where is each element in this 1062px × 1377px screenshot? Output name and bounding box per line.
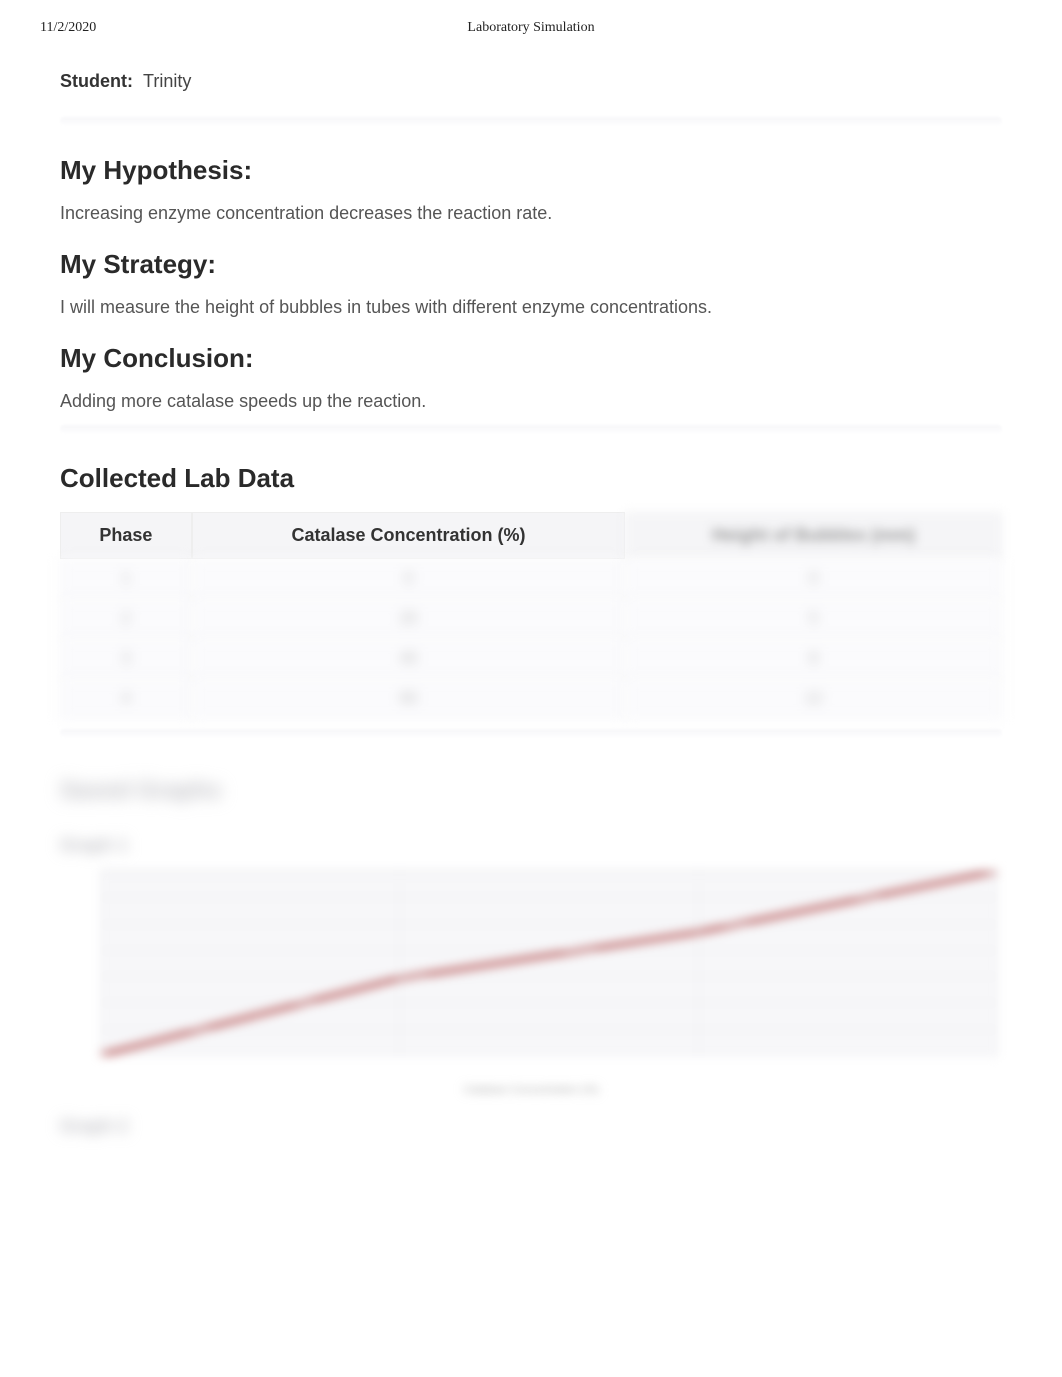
col-phase: Phase: [60, 512, 192, 559]
table-cell: 60: [192, 679, 625, 719]
hypothesis-heading: My Hypothesis:: [60, 155, 1002, 186]
header-title: Laboratory Simulation: [467, 20, 594, 36]
divider: [60, 425, 1002, 433]
divider: [60, 117, 1002, 125]
student-line: Student: Trinity: [60, 71, 1002, 92]
table-row: 100: [60, 559, 1002, 599]
col-concentration: Catalase Concentration (%): [192, 512, 625, 559]
graph1-xlabel: Catalase Concentration (%): [60, 1084, 1002, 1096]
table-cell: 3: [60, 639, 192, 679]
graph1-plot-area: [100, 870, 998, 1056]
table-header-row: Phase Catalase Concentration (%) Height …: [60, 512, 1002, 559]
header-date: 11/2/2020: [40, 20, 96, 36]
table-cell: 40: [192, 639, 625, 679]
table-cell: 4: [60, 679, 192, 719]
conclusion-text: Adding more catalase speeds up the react…: [60, 388, 1002, 415]
table-cell: 20: [192, 599, 625, 639]
hypothesis-text: Increasing enzyme concentration decrease…: [60, 200, 1002, 227]
table-cell: 5: [625, 599, 1002, 639]
strategy-text: I will measure the height of bubbles in …: [60, 294, 1002, 321]
page-header: 11/2/2020 Laboratory Simulation: [0, 0, 1062, 46]
graph2-label: Graph 2: [60, 1116, 1002, 1137]
graph1-chart: Height of Bubbles (mm): [60, 866, 1002, 1076]
student-label: Student:: [60, 71, 133, 91]
data-table: Phase Catalase Concentration (%) Height …: [60, 512, 1002, 719]
table-cell: 0: [192, 559, 625, 599]
saved-graphs-heading: Saved Graphs: [60, 777, 1002, 805]
table-cell: 2: [60, 599, 192, 639]
table-cell: 1: [60, 559, 192, 599]
strategy-heading: My Strategy:: [60, 249, 1002, 280]
table-cell: 12: [625, 679, 1002, 719]
conclusion-heading: My Conclusion:: [60, 343, 1002, 374]
student-name: Trinity: [143, 71, 191, 91]
col-bubbles: Height of Bubbles (mm): [625, 512, 1002, 559]
collected-heading: Collected Lab Data: [60, 463, 1002, 494]
content: Student: Trinity My Hypothesis: Increasi…: [0, 46, 1062, 1187]
table-cell: 0: [625, 559, 1002, 599]
table-row: 2205: [60, 599, 1002, 639]
graph1-label: Graph 1: [60, 835, 1002, 856]
divider: [60, 729, 1002, 737]
table-cell: 8: [625, 639, 1002, 679]
table-row: 46012: [60, 679, 1002, 719]
graph1-line: [101, 871, 997, 1055]
table-row: 3408: [60, 639, 1002, 679]
